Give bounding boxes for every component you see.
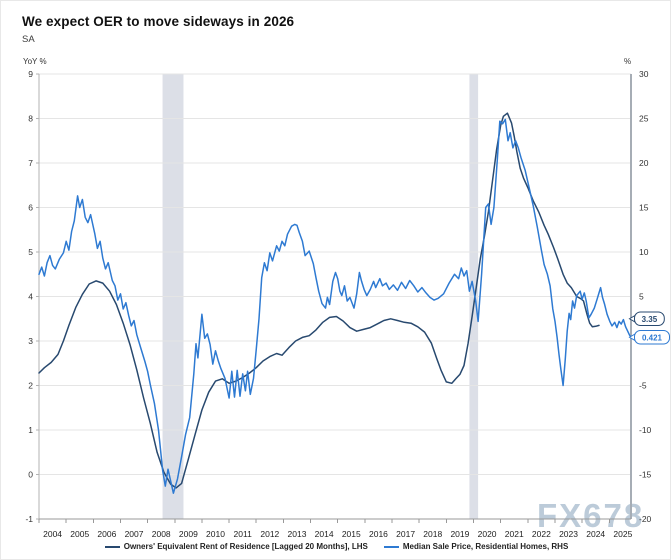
left-axis-tick-label: 7 [28,158,33,168]
right-axis-tick-label: -20 [639,514,652,524]
left-axis-tick-label: -1 [25,514,33,524]
annotation-value-label: 0.421 [642,333,663,342]
left-axis-tick-label: 0 [28,470,33,480]
watermark: FX678 [537,497,645,534]
x-axis-year-label: 2005 [70,529,89,539]
legend-item-median-sale-price: Median Sale Price, Residential Homes, RH… [383,542,569,551]
page-title: We expect OER to move sideways in 2026 [22,14,295,29]
x-axis-year-label: 2009 [179,529,198,539]
x-axis-year-label: 2010 [206,529,225,539]
x-axis-year-label: 2025 [613,529,632,539]
left-axis-tick-label: 5 [28,247,33,257]
right-axis-tick-label: 15 [639,203,649,213]
left-axis-tick-label: 2 [28,381,33,391]
left-axis-tick-label: 4 [28,292,33,302]
oer-line-swatch-icon [104,545,120,548]
x-axis-year-label: 2024 [586,529,605,539]
legend: Owners' Equivalent Rent of Residence [La… [1,542,670,551]
left-axis-tick-label: 9 [28,69,33,79]
x-axis-year-label: 2012 [260,529,279,539]
right-axis-tick-label: -5 [639,381,647,391]
x-axis-year-label: 2016 [369,529,388,539]
left-axis-tick-label: 3 [28,336,33,346]
x-axis-year-label: 2017 [396,529,415,539]
x-axis-year-label: 2007 [125,529,144,539]
x-axis-year-label: 2008 [152,529,171,539]
left-axis-tick-label: 8 [28,114,33,124]
legend-item-oer: Owners' Equivalent Rent of Residence [La… [104,542,368,551]
right-axis-tick-label: 10 [639,247,649,257]
right-axis-unit-label: % [624,57,632,66]
median-sale-price-series-line [38,118,632,494]
x-axis-year-label: 2022 [532,529,551,539]
x-axis-year-label: 2015 [342,529,361,539]
right-axis-tick-label: 5 [639,292,644,302]
x-axis-year-label: 2018 [423,529,442,539]
x-axis-year-label: 2013 [288,529,307,539]
x-axis-year-label: 2011 [234,529,253,539]
left-axis-unit-label: YoY % [23,57,47,66]
right-axis-tick-label: 20 [639,158,649,168]
median-sale-price-line-swatch-icon [383,545,399,548]
annotation-box [634,330,670,345]
oer-series-line [38,112,600,489]
right-axis-tick-label: -15 [639,470,652,480]
left-axis-tick-label: 6 [28,203,33,213]
x-axis-year-label: 2021 [505,529,524,539]
annotation-value-label: 3.35 [642,315,658,324]
left-axis-tick-label: 1 [28,425,33,435]
right-axis-tick-label: 30 [639,69,649,79]
x-axis-year-label: 2019 [450,529,469,539]
right-axis-tick-label: 25 [639,114,649,124]
x-axis-year-label: 2004 [43,529,62,539]
x-axis-year-label: 2006 [97,529,116,539]
legend-label-median-sale-price: Median Sale Price, Residential Homes, RH… [402,542,569,551]
x-axis-year-label: 2014 [315,529,334,539]
annotation-box [634,311,665,327]
right-axis-tick-label: -10 [639,425,652,435]
legend-label-oer: Owners' Equivalent Rent of Residence [La… [123,542,368,551]
chart-subtitle: SA [22,34,35,45]
x-axis-year-label: 2023 [559,529,578,539]
x-axis-year-label: 2020 [478,529,497,539]
